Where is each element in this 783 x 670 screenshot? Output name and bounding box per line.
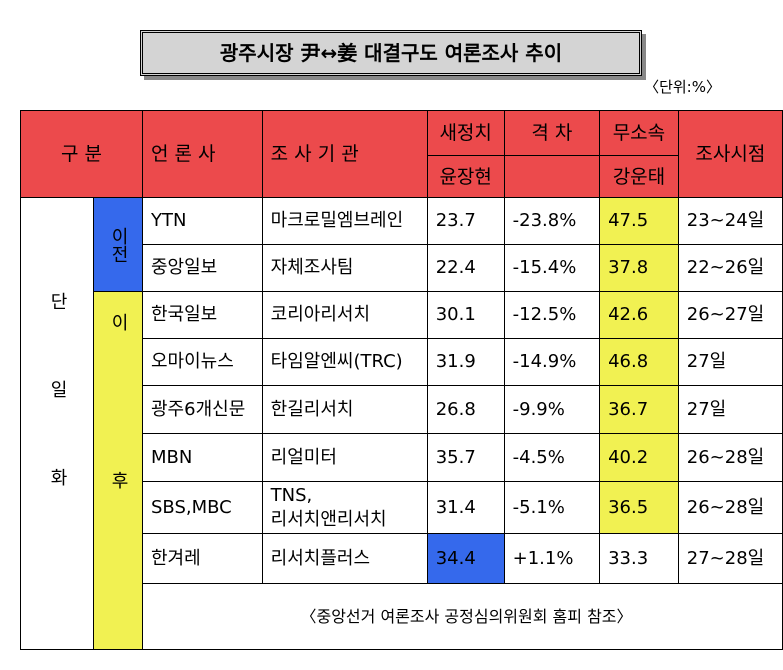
header-cell: 조 사 기 관 [261,110,428,198]
agency-cell: 한길리서치 [261,385,428,434]
value-cell: 36.7 [599,385,679,434]
gap-cell: -5.1% [503,481,601,534]
media-cell: YTN [142,197,263,245]
value-cell: 42.6 [599,291,679,339]
header-cell [503,155,601,198]
gap-cell: -4.5% [503,433,601,482]
agency-cell: 리서치플러스 [261,533,428,584]
agency-cell: 코리아리서치 [261,291,428,339]
date-cell: 22~26일 [677,244,783,292]
header-cell: 격 차 [503,110,601,156]
gap-cell: -15.4% [503,244,601,292]
agency-cell: 리얼미터 [261,433,428,482]
gap-cell: -12.5% [503,291,601,339]
header-cell: 새정치 [426,110,505,156]
media-cell: 광주6개신문 [142,385,263,434]
header-cell: 강운태 [599,155,679,198]
value-cell: 26.8 [426,385,505,434]
date-cell: 23~24일 [677,197,783,245]
value-cell: 36.5 [599,481,679,534]
data-row: 광주6개신문 한길리서치 26.8 -9.9% 36.7 27일 [21,385,783,434]
header-cell: 구 분 [20,110,143,198]
value-cell: 37.8 [599,244,679,292]
value-cell: 35.7 [426,433,505,482]
data-row: 단일화 이전 YTN 마크로밀엠브레인 23.7 -23.8% 47.5 23~24일 [20,197,783,650]
value-cell: 31.4 [426,481,505,534]
title: 광주시장 尹↔姜 대결구도 여론조사 추이 [140,30,642,76]
agency-cell: 타임알엔씨(TRC) [261,338,428,386]
date-cell: 26~28일 [677,481,783,534]
agency-cell: 마크로밀엠브레인 [261,197,428,245]
data-row: 오마이뉴스 타임알엔씨(TRC) 31.9 -14.9% 46.8 27일 [21,338,783,386]
data-row: 중앙일보 자체조사팀 22.4 -15.4% 37.8 22~26일 [21,244,783,292]
date-cell: 26~28일 [677,433,783,482]
value-cell: 46.8 [599,338,679,386]
value-cell: 23.7 [426,197,505,245]
value-cell: 34.4 [426,533,505,584]
media-cell: 오마이뉴스 [142,338,263,386]
agency-cell: TNS, 리서치앤리서치 [261,481,428,534]
header-cell: 언 론 사 [142,110,263,198]
media-cell: 중앙일보 [142,244,263,292]
data-row: SBS,MBC TNS, 리서치앤리서치 31.4 -5.1% 36.5 26~28일 [21,481,783,534]
value-cell: 40.2 [599,433,679,482]
header-cell: 조사시점 [677,110,783,198]
value-cell: 47.5 [599,197,679,245]
data-row: 이후 한국일보 코리아리서치 30.1 -12.5% 42.6 26~27일 [21,291,783,650]
gap-cell: +1.1% [503,533,601,584]
footnote-row: 〈중앙선거 여론조사 공정심의위원회 홈피 참조〉 [21,583,783,650]
value-cell: 30.1 [426,291,505,339]
data-row: MBN 리얼미터 35.7 -4.5% 40.2 26~28일 [21,433,783,482]
unit: 〈단위:%〉 [644,78,721,96]
date-cell: 27~28일 [677,533,783,584]
value-cell: 22.4 [426,244,505,292]
gap-cell: -9.9% [503,385,601,434]
agency-cell: 자체조사팀 [261,244,428,292]
header-cell: 윤장현 [426,155,505,198]
before-label: 이전 [93,197,143,292]
value-cell: 33.3 [599,533,679,584]
header-cell: 무소속 [599,110,679,156]
date-cell: 27일 [677,338,783,386]
gap-cell: -14.9% [503,338,601,386]
media-cell: 한겨레 [142,533,263,584]
value-cell: 31.9 [426,338,505,386]
poll-table: 구 분 언 론 사 조 사 기 관 새정치 격 차 무소속 조사시점 윤장현 강… [20,110,783,650]
date-cell: 27일 [677,385,783,434]
media-cell: 한국일보 [142,291,263,339]
date-cell: 26~27일 [677,291,783,339]
group-label: 단일화 [20,197,94,650]
gap-cell: -23.8% [503,197,601,245]
after-label: 이후 [93,291,143,650]
media-cell: MBN [142,433,263,482]
media-cell: SBS,MBC [142,481,263,534]
footnote: 〈중앙선거 여론조사 공정심의위원회 홈피 참조〉 [142,583,783,650]
